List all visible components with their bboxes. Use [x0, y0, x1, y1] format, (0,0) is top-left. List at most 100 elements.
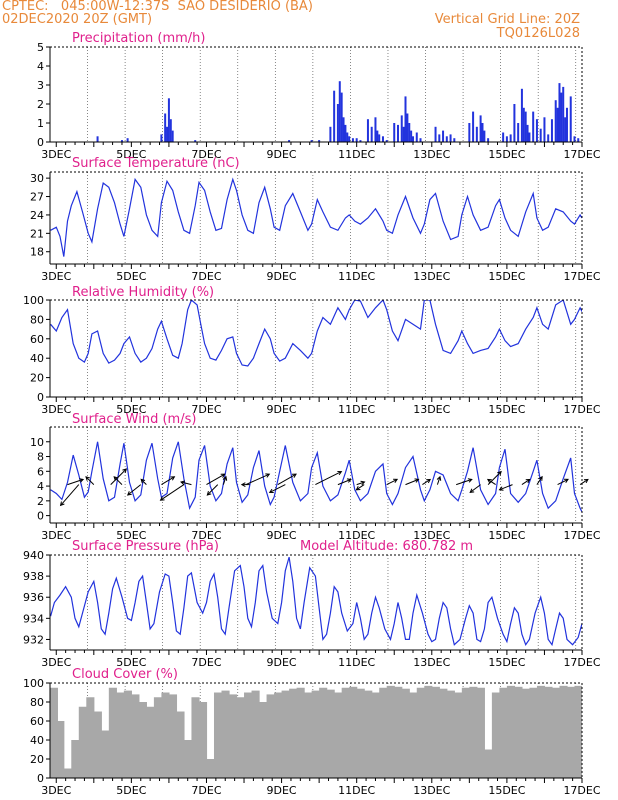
precip-bar — [565, 107, 568, 142]
x-tick-label: 9DEC — [267, 148, 297, 161]
cloud-bar — [101, 730, 110, 778]
wind-arrow-head — [346, 478, 352, 483]
cloud-bar — [521, 688, 531, 778]
precip-bar — [406, 113, 409, 142]
cloud-bar — [131, 694, 140, 778]
cloud-bar — [379, 687, 388, 778]
cloud-bar — [198, 702, 208, 778]
precip-bar — [543, 117, 546, 142]
cloud-bar — [108, 687, 117, 778]
y-tick-label: 21 — [30, 227, 44, 240]
cloud-bar — [281, 690, 290, 778]
cloud-bar — [469, 686, 478, 778]
cloud-bar — [206, 759, 215, 778]
precip-bar — [410, 130, 413, 142]
x-tick-label: 13DEC — [413, 148, 450, 161]
wind-arrow-head — [240, 482, 246, 487]
wind-arrow-head — [59, 501, 65, 507]
cloud-bar — [259, 702, 268, 778]
x-tick-label: 11DEC — [338, 270, 375, 283]
x-tick-label: 11DEC — [338, 148, 375, 161]
cloud-bar — [356, 688, 365, 778]
precip-bar — [342, 117, 345, 142]
precip-bar — [547, 134, 550, 142]
wind-arrow — [85, 476, 95, 485]
cloud-bar — [574, 685, 582, 778]
precip-bar — [562, 86, 565, 142]
precip-bar — [288, 140, 291, 142]
y-tick-label: 6 — [37, 465, 44, 478]
y-tick-label: 40 — [30, 352, 44, 365]
precip-bar — [453, 138, 456, 142]
cloud-bar — [349, 686, 358, 778]
precip-bar — [408, 123, 411, 142]
wind-arrow-head — [426, 478, 432, 484]
precip-bar — [520, 88, 523, 142]
y-tick-label: 2 — [37, 98, 44, 111]
wind-arrow — [110, 468, 127, 485]
wind-arrow-head — [126, 491, 132, 496]
precip-bar — [194, 140, 197, 142]
precip-bar — [412, 136, 415, 142]
precip-bar — [522, 107, 525, 142]
precip-bar — [560, 92, 563, 142]
precip-bar — [445, 136, 448, 142]
wind-arrow — [160, 484, 185, 501]
precip-bar — [160, 134, 163, 142]
precip-bar — [479, 115, 482, 142]
wind-arrow — [521, 478, 530, 486]
y-tick-label: 40 — [30, 734, 44, 747]
precip-bar — [550, 119, 553, 142]
precip-bar — [472, 111, 475, 142]
wind-arrow-head — [170, 476, 176, 481]
wind-arrow-head — [159, 496, 165, 501]
precip-bar — [556, 107, 559, 142]
cloud-bar — [484, 749, 493, 778]
wind-arrow-head — [467, 478, 473, 483]
cloud-bar — [409, 692, 418, 778]
wind-arrow — [315, 471, 342, 486]
precip-bar — [376, 130, 379, 142]
y-tick-label: 0 — [37, 391, 44, 404]
cloud-bar — [86, 697, 95, 778]
panel-title-5: Cloud Cover (%) — [72, 667, 178, 682]
wind-arrow-head — [525, 478, 531, 484]
panel-title-3: Surface Wind (m/s) — [72, 412, 196, 427]
wind-arrow — [557, 478, 569, 486]
cloud-bar — [161, 692, 170, 778]
cloud-bar — [123, 690, 132, 778]
precip-bar — [171, 130, 174, 142]
precip-bar — [438, 134, 441, 142]
wind-arrow-head — [563, 478, 569, 483]
wind-arrow-head — [355, 486, 361, 491]
y-tick-label: 20 — [30, 753, 44, 766]
y-tick-label: 0 — [37, 136, 44, 149]
wind-arrow-head — [337, 470, 343, 476]
panel-title-4: Surface Pressure (hPa) — [72, 539, 219, 554]
x-tick-label: 17DEC — [563, 656, 600, 669]
x-tick-label: 9DEC — [267, 403, 297, 416]
y-tick-label: 60 — [30, 715, 44, 728]
precip-bar — [509, 134, 512, 142]
cloud-bar — [401, 688, 410, 778]
x-tick-label: 3DEC — [41, 656, 71, 669]
x-tick-label: 3DEC — [41, 403, 71, 416]
cloud-bar — [371, 692, 380, 778]
y-tick-label: 60 — [30, 333, 44, 346]
precip-bar — [355, 138, 358, 142]
x-tick-label: 9DEC — [267, 656, 297, 669]
precip-bar — [385, 140, 388, 142]
wind-arrow-head — [268, 488, 274, 494]
precip-bar — [434, 126, 437, 142]
wind-arrow — [405, 478, 419, 486]
x-tick-label: 9DEC — [267, 784, 297, 797]
y-tick-label: 30 — [30, 172, 44, 185]
cloud-bar — [213, 692, 223, 778]
cloud-bar — [236, 697, 245, 778]
y-tick-label: 8 — [37, 451, 44, 464]
precip-bar — [577, 138, 580, 142]
x-tick-label: 5DEC — [116, 656, 146, 669]
cloud-bar — [424, 685, 433, 778]
cloud-bar — [146, 706, 155, 778]
header-model-code: TQ0126L028 — [496, 26, 580, 41]
